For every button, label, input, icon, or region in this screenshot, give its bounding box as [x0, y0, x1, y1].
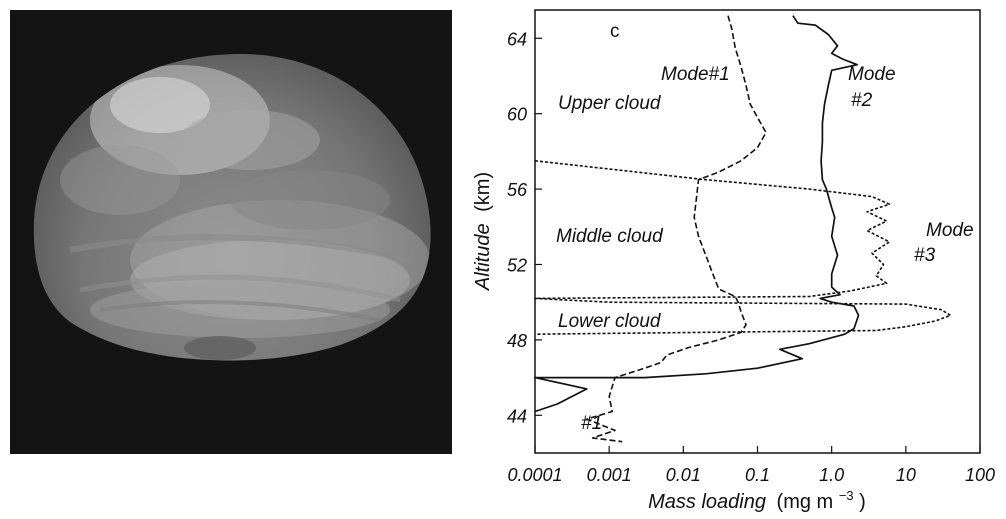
- series-line-solid: [534, 15, 860, 413]
- x-axis-label-close: ): [859, 491, 866, 513]
- y-axis-label-units: (km): [472, 172, 494, 212]
- mode1-bottom-label: #1: [581, 413, 602, 434]
- y-tick-label: 44: [507, 406, 527, 426]
- mass-loading-chart: 0.0001 0.001 0.01 0.1 1.0 10 100 444852566064 …: [472, 9, 995, 513]
- y-axis-label: Altitude (km): [472, 172, 494, 291]
- x-tick-label: 1.0: [819, 465, 844, 485]
- x-tick-label: 0.0001: [507, 465, 562, 485]
- panel-label: c: [610, 21, 620, 42]
- x-axis-label-units: (mg m: [777, 491, 834, 513]
- y-axis-ticks: 44 48 52 56 60 64: [507, 29, 542, 426]
- x-tick-label: 0.1: [745, 465, 770, 485]
- x-tick-label: 10: [896, 465, 916, 485]
- series-line-dashed: [586, 15, 767, 443]
- mode3-label-b: #3: [914, 245, 936, 266]
- x-tick-label: 0.001: [587, 465, 632, 485]
- x-axis-label: Mass loading (mg m −3 ): [648, 483, 866, 513]
- mode3-label-a: Mode: [926, 220, 974, 241]
- x-axis-label-exp: −3: [839, 488, 854, 503]
- mode2-label-a: Mode: [848, 64, 896, 85]
- x-tick-label: 0.01: [666, 465, 701, 485]
- y-tick-label: 48: [507, 331, 527, 351]
- y-tick-label: 52: [507, 255, 527, 275]
- region-label-upper: Upper cloud: [558, 93, 662, 114]
- venus-image: [10, 10, 452, 454]
- y-tick-label: 64: [507, 29, 527, 49]
- x-axis-ticks: 0.0001 0.001 0.01 0.1 1.0 10 100: [507, 446, 995, 485]
- series-line-dotted: [534, 160, 952, 335]
- x-axis-label-main: Mass loading: [648, 491, 766, 513]
- y-axis-label-main: Altitude: [472, 223, 494, 291]
- region-label-middle: Middle cloud: [556, 226, 664, 247]
- x-tick-label: 100: [965, 465, 995, 485]
- region-label-lower: Lower cloud: [558, 311, 662, 332]
- y-tick-label: 60: [507, 105, 527, 125]
- svg-text:Altitude (km): Altitude (km): [472, 172, 494, 291]
- mode2-label-b: #2: [851, 90, 873, 111]
- mode1-top-label: Mode#1: [661, 64, 730, 85]
- series-layer: [534, 15, 952, 443]
- y-tick-label: 56: [507, 180, 528, 200]
